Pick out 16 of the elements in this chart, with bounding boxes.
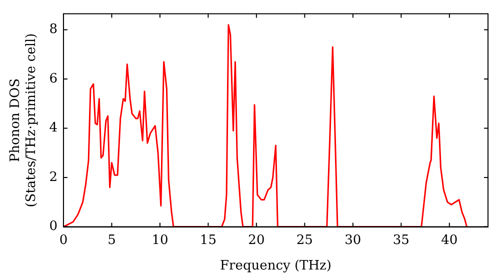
y-axis-title: Phonon DOS (States/THz·primitive cell) <box>8 33 39 208</box>
x-tick-label: 25 <box>296 232 313 248</box>
y-tick-label: 0 <box>49 219 58 234</box>
x-tick-label: 15 <box>200 232 216 248</box>
x-tick-label: 30 <box>344 232 362 248</box>
x-tick-label: 20 <box>248 232 265 248</box>
y-tick-label: 4 <box>49 120 58 136</box>
x-axis-title: Frequency (THz) <box>220 258 332 274</box>
y-tick-label: 8 <box>49 22 58 38</box>
x-tick-label: 0 <box>59 232 68 248</box>
x-tick-label: 10 <box>152 232 168 248</box>
y-tick-label: 6 <box>49 71 58 86</box>
x-tick-label: 35 <box>392 232 410 248</box>
y-tick-label: 2 <box>49 170 58 185</box>
x-tick-label: 5 <box>108 232 116 248</box>
x-tick-label: 40 <box>441 232 458 248</box>
